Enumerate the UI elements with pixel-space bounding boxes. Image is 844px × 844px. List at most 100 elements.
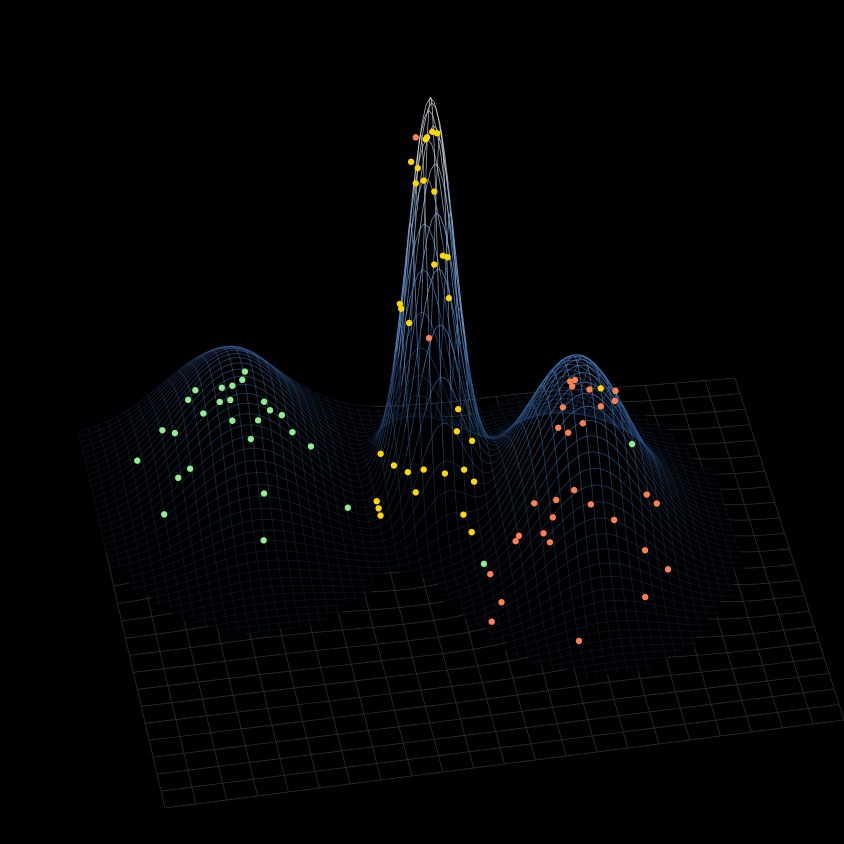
mesh-line <box>632 649 636 661</box>
mesh-line <box>260 622 278 626</box>
mesh-line <box>566 367 570 379</box>
mesh-line <box>650 656 668 659</box>
mesh-line <box>190 543 194 558</box>
mesh-line <box>466 428 483 431</box>
mesh-line <box>390 372 394 398</box>
mesh-line <box>226 625 230 636</box>
mesh-line <box>618 665 636 669</box>
mesh-line <box>228 532 246 539</box>
mesh-line <box>343 410 361 416</box>
mesh-line <box>716 527 733 531</box>
mesh-line <box>530 742 534 752</box>
mesh-line <box>241 760 259 764</box>
mesh-line <box>604 607 608 624</box>
mesh-line <box>722 667 740 671</box>
mesh-line <box>549 562 567 577</box>
mesh-line <box>342 406 359 411</box>
mesh-line <box>758 614 776 617</box>
mesh-line <box>578 388 582 398</box>
mesh-line <box>670 513 688 531</box>
mesh-line <box>271 670 289 674</box>
mesh-line <box>556 394 560 404</box>
mesh-line <box>637 434 641 445</box>
mesh-line <box>810 715 814 725</box>
mesh-line <box>573 614 592 621</box>
mesh-line <box>196 417 214 435</box>
mesh-line <box>657 468 661 479</box>
mesh-line <box>584 520 588 547</box>
mesh-line <box>443 596 461 602</box>
mesh-line <box>551 420 555 441</box>
mesh-line <box>635 429 653 434</box>
mesh-line <box>217 575 235 581</box>
mesh-line <box>115 495 118 506</box>
mesh-line <box>521 419 525 422</box>
data-point <box>611 397 619 405</box>
mesh-line <box>658 447 676 453</box>
mesh-line <box>149 737 167 741</box>
mesh-line <box>298 705 302 715</box>
mesh-line <box>309 431 327 448</box>
data-point <box>260 398 268 405</box>
mesh-line <box>650 564 668 574</box>
mesh-line <box>772 548 790 551</box>
mesh-line <box>121 526 125 537</box>
mesh-line <box>625 484 643 504</box>
mesh-line <box>468 381 472 384</box>
mesh-line <box>696 449 700 459</box>
mesh-line <box>674 397 691 400</box>
mesh-line <box>295 385 313 400</box>
mesh-line <box>702 533 720 540</box>
mesh-line <box>207 350 210 353</box>
mesh-line <box>420 690 424 701</box>
mesh-line <box>420 244 424 317</box>
mesh-line <box>712 498 716 508</box>
mesh-line <box>713 576 731 580</box>
mesh-line <box>318 480 336 492</box>
mesh-line <box>377 358 395 445</box>
mesh-line <box>380 417 384 427</box>
mesh-line <box>673 686 678 697</box>
mesh-line <box>510 496 515 511</box>
mesh-line <box>499 745 503 756</box>
mesh-line <box>546 655 564 661</box>
mesh-line <box>665 649 683 652</box>
mesh-line <box>276 368 280 372</box>
mesh-line <box>438 410 442 418</box>
mesh-line <box>690 592 695 605</box>
mesh-line <box>331 581 335 593</box>
mesh-line <box>488 539 506 559</box>
mesh-line <box>414 688 432 692</box>
mesh-line <box>123 630 127 640</box>
mesh-line <box>399 560 417 567</box>
mesh-line <box>312 398 329 410</box>
mesh-line <box>652 474 656 489</box>
mesh-line <box>639 601 657 606</box>
mesh-line <box>536 413 540 425</box>
mesh-line <box>186 766 190 777</box>
mesh-line <box>681 705 699 709</box>
mesh-line <box>307 494 311 511</box>
mesh-line <box>719 625 723 636</box>
mesh-line <box>220 746 238 750</box>
mesh-line <box>130 568 134 579</box>
mesh-line <box>187 483 205 499</box>
mesh-line <box>628 423 632 429</box>
mesh-line <box>214 417 232 429</box>
mesh-line <box>528 653 546 658</box>
mesh-line <box>639 496 644 519</box>
mesh-line <box>564 538 582 551</box>
mesh-line <box>591 590 596 610</box>
mesh-line <box>213 547 231 555</box>
mesh-line <box>295 696 299 706</box>
mesh-line <box>196 370 200 377</box>
mesh-line <box>378 414 382 422</box>
mesh-line <box>601 667 619 671</box>
mesh-line <box>117 430 135 444</box>
mesh-line <box>533 409 537 416</box>
mesh-line <box>153 761 157 771</box>
mesh-line <box>567 567 585 577</box>
mesh-line <box>225 391 229 407</box>
mesh-line <box>586 365 605 384</box>
